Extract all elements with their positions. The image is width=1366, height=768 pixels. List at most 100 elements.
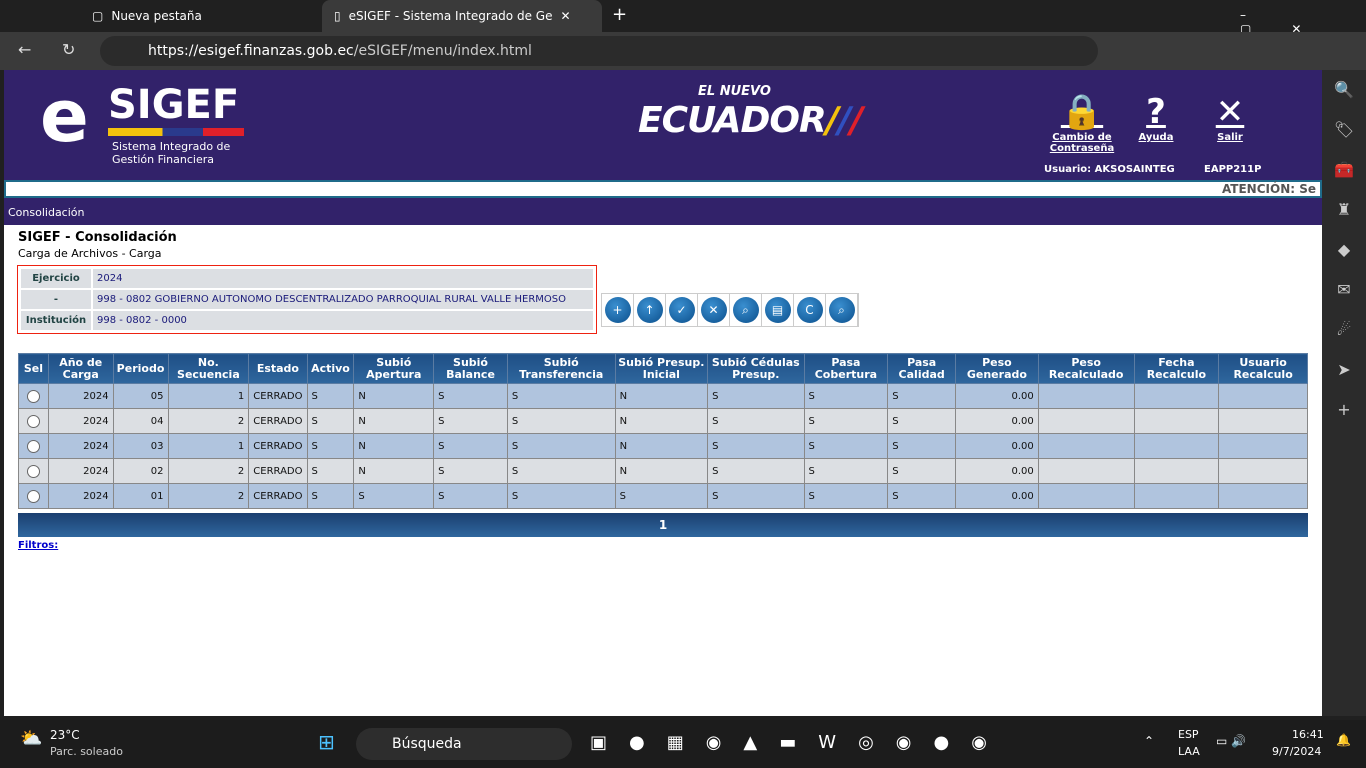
lang[interactable]: ESP bbox=[1178, 728, 1199, 741]
tool-button[interactable]: + bbox=[602, 294, 634, 326]
select-cell[interactable] bbox=[18, 458, 49, 484]
column-header[interactable]: Usuario Recalculo bbox=[1218, 353, 1308, 384]
logo: e bbox=[40, 74, 89, 158]
column-header[interactable]: Subió Balance bbox=[433, 353, 508, 384]
toolbox-icon[interactable]: 🧰 bbox=[1334, 160, 1354, 179]
tool-button[interactable]: ↑ bbox=[634, 294, 666, 326]
table-cell bbox=[1037, 433, 1135, 459]
tool-button[interactable]: ✓ bbox=[666, 294, 698, 326]
ecuador-logo: ECUADOR/// bbox=[638, 100, 863, 141]
help-link[interactable]: ? Ayuda bbox=[1121, 92, 1191, 143]
table-row[interactable]: 2024 05 1 CERRADO S N S S N S S S 0.00 bbox=[18, 383, 1308, 409]
select-cell[interactable] bbox=[18, 408, 49, 434]
search-box[interactable]: Búsqueda bbox=[356, 728, 572, 760]
table-cell: S bbox=[506, 458, 616, 484]
table-cell: 02 bbox=[112, 458, 169, 484]
new-tab-button[interactable]: + bbox=[612, 4, 628, 25]
column-header[interactable]: No. Secuencia bbox=[167, 353, 250, 384]
weather-icon[interactable]: ⛅ bbox=[20, 728, 43, 749]
row-radio[interactable] bbox=[26, 464, 40, 478]
column-header[interactable]: Fecha Recalculo bbox=[1133, 353, 1220, 384]
copilot-icon[interactable]: ◆ bbox=[1337, 240, 1351, 259]
send-icon[interactable]: ➤ bbox=[1337, 360, 1351, 379]
column-header[interactable]: Estado bbox=[248, 353, 308, 384]
select-cell[interactable] bbox=[18, 433, 49, 459]
tab-new[interactable]: ▢ Nueva pestaña bbox=[80, 0, 320, 32]
add-icon[interactable]: + bbox=[1337, 400, 1351, 419]
chess-icon[interactable]: ♜ bbox=[1336, 200, 1352, 219]
row-radio[interactable] bbox=[26, 414, 40, 428]
row-radio[interactable] bbox=[26, 439, 40, 453]
table-cell: CERRADO bbox=[248, 483, 308, 509]
clock-date[interactable]: 9/7/2024 bbox=[1272, 745, 1322, 758]
tool-button[interactable]: ▤ bbox=[762, 294, 794, 326]
column-header[interactable]: Peso Generado bbox=[955, 353, 1039, 384]
chevron-up-icon[interactable]: ⌃ bbox=[1144, 734, 1155, 748]
table-cell: CERRADO bbox=[248, 458, 308, 484]
table-cell: 1 bbox=[167, 433, 250, 459]
column-header[interactable]: Periodo bbox=[112, 353, 169, 384]
column-header[interactable]: Pasa Calidad bbox=[887, 353, 957, 384]
table-row[interactable]: 2024 01 2 CERRADO S S S S S S S S 0.00 bbox=[18, 483, 1308, 509]
column-header[interactable]: Sel bbox=[18, 353, 49, 384]
network-volume-icons[interactable]: ▭ 🔊 bbox=[1216, 734, 1247, 748]
announcement-ticker: ATENCIÓN: Se bbox=[4, 180, 1322, 198]
logout-link[interactable]: ✕ Salir bbox=[1195, 92, 1265, 143]
column-header[interactable]: Subió Cédulas Presup. bbox=[707, 353, 805, 384]
notification-icon[interactable]: 🔔 bbox=[1336, 733, 1351, 747]
page-number[interactable]: 1 bbox=[658, 518, 668, 532]
row-radio[interactable] bbox=[26, 389, 40, 403]
back-button[interactable]: ← bbox=[18, 40, 32, 59]
data-table: Sel Año de Carga Periodo No. Secuencia Estad… bbox=[18, 353, 1308, 509]
column-header[interactable]: Activo bbox=[306, 353, 355, 384]
table-cell: 2024 bbox=[47, 458, 114, 484]
reload-button[interactable]: ↻ bbox=[62, 40, 76, 59]
column-header[interactable]: Año de Carga bbox=[47, 353, 114, 384]
link-label: Ayuda bbox=[1138, 132, 1174, 143]
filters-link[interactable]: Filtros: bbox=[18, 540, 59, 551]
lock-icon: 🔒 bbox=[1060, 92, 1104, 132]
close-tab-icon[interactable]: ✕ bbox=[560, 9, 571, 23]
table-cell: S bbox=[707, 458, 805, 484]
table-cell: 0.00 bbox=[955, 433, 1039, 459]
start-icon[interactable]: ⊞ bbox=[318, 730, 335, 754]
table-row[interactable]: 2024 02 2 CERRADO S N S S N S S S 0.00 bbox=[18, 458, 1308, 484]
select-cell[interactable] bbox=[18, 483, 49, 509]
tool-button[interactable]: C bbox=[794, 294, 826, 326]
search-icon[interactable]: 🔍 bbox=[1334, 80, 1354, 99]
column-header[interactable]: Subió Presup. Inicial bbox=[614, 353, 709, 384]
url-input[interactable]: https://esigef.finanzas.gob.ec/eSIGEF/me… bbox=[100, 36, 1098, 66]
print-icon: ▤ bbox=[764, 297, 791, 323]
lang-layout[interactable]: LAA bbox=[1178, 745, 1200, 758]
clock-time[interactable]: 16:41 bbox=[1292, 728, 1324, 741]
change-password-link[interactable]: 🔒 Cambio de Contraseña bbox=[1047, 92, 1117, 154]
select-cell[interactable] bbox=[18, 383, 49, 409]
column-header[interactable]: Subió Apertura bbox=[353, 353, 435, 384]
tag-icon[interactable]: 🏷 bbox=[1333, 120, 1355, 139]
table-cell: S bbox=[887, 383, 957, 409]
table-cell: 01 bbox=[112, 483, 169, 509]
table-cell: S bbox=[433, 458, 508, 484]
table-cell: S bbox=[506, 383, 616, 409]
tab-esigef[interactable]: ▯ eSIGEF - Sistema Integrado de Ge ✕ bbox=[322, 0, 602, 32]
tool-button[interactable]: ⌕ bbox=[730, 294, 762, 326]
tab-bar: ▢ Nueva pestaña ▯ eSIGEF - Sistema Integra… bbox=[0, 0, 1366, 36]
tool-button[interactable]: ⌕ bbox=[826, 294, 858, 326]
column-header[interactable]: Peso Recalculado bbox=[1037, 353, 1135, 384]
logo-subtitle: Sistema Integrado de Gestión Financiera bbox=[112, 140, 231, 166]
column-header[interactable]: Pasa Cobertura bbox=[803, 353, 889, 384]
table-row[interactable]: 2024 04 2 CERRADO S N S S N S S S 0.00 bbox=[18, 408, 1308, 434]
table-cell: S bbox=[803, 483, 889, 509]
outlook-icon[interactable]: ✉ bbox=[1337, 280, 1351, 299]
row-radio[interactable] bbox=[26, 489, 40, 503]
edge-sidebar: 🔍 🏷 🧰 ♜ ◆ ✉ ☄ ➤ + bbox=[1322, 70, 1366, 716]
tool-button[interactable]: ✕ bbox=[698, 294, 730, 326]
table-row[interactable]: 2024 03 1 CERRADO S N S S N S S S 0.00 bbox=[18, 433, 1308, 459]
info-row: Institución 998 - 0802 - 0000 bbox=[21, 311, 593, 330]
games-icon[interactable]: ☄ bbox=[1336, 320, 1352, 339]
table-cell: N bbox=[614, 458, 709, 484]
table-cell bbox=[1218, 408, 1308, 434]
column-header[interactable]: Subió Transferencia bbox=[506, 353, 616, 384]
menu-consolidacion[interactable]: Consolidación bbox=[4, 198, 1322, 225]
taskbar-apps[interactable]: ▣●▦◉▲▬W◎◉●◉ bbox=[590, 732, 1009, 753]
